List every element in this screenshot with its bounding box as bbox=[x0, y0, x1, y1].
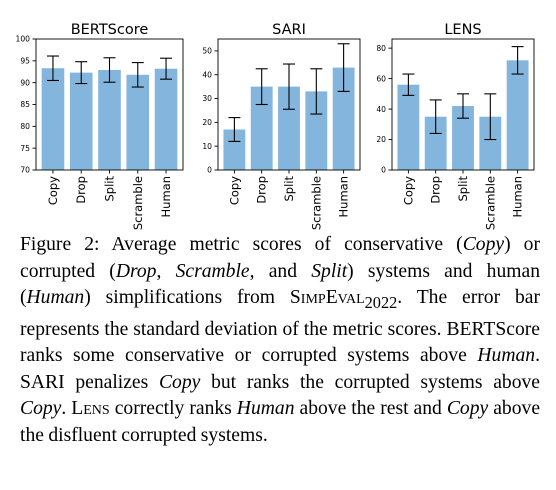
sari-y-tick-label: 0 bbox=[207, 166, 212, 175]
sari-bar bbox=[305, 91, 328, 170]
caption-text: . SARI penalizes bbox=[20, 345, 540, 393]
sari-bar bbox=[278, 86, 300, 170]
bertscore-panel: BERTScore 70 75 80 85 90 95 100 Copy Drop Split Scr… bbox=[16, 22, 184, 230]
lens-y-tick-label: 60 bbox=[376, 74, 386, 83]
caption-scramble: Scramble bbox=[175, 260, 250, 282]
lens-x-tick-label: Human bbox=[511, 176, 525, 217]
caption-text: . The error bar represents the standard … bbox=[20, 287, 540, 367]
caption-copy: Copy bbox=[158, 371, 201, 393]
bertscore-bar bbox=[69, 72, 93, 170]
bertscore-bar bbox=[98, 70, 121, 170]
caption-text: , and bbox=[249, 260, 312, 282]
lens-bar bbox=[506, 60, 529, 171]
bertscore-x-tick-label: Split bbox=[103, 176, 117, 202]
caption-copy: Copy bbox=[20, 398, 62, 420]
lens-x-tick-label: Scramble bbox=[483, 176, 497, 230]
lens-y-tick-label: 20 bbox=[376, 135, 386, 144]
bertscore-title: BERTScore bbox=[71, 22, 149, 38]
bertscore-bar bbox=[154, 68, 178, 170]
sari-x-tick-label: Scramble bbox=[309, 176, 323, 230]
caption-human: Human bbox=[26, 287, 85, 309]
bertscore-y-tick-label: 95 bbox=[20, 57, 30, 66]
lens-bar bbox=[424, 116, 447, 170]
bertscore-y-tick-label: 100 bbox=[16, 35, 31, 44]
sari-x-tick-label: Drop bbox=[255, 176, 269, 204]
caption-copy: Copy bbox=[446, 398, 489, 420]
sari-title: SARI bbox=[272, 22, 306, 38]
sari-y-tick-label: 40 bbox=[202, 70, 212, 79]
caption-text: correctly ranks bbox=[109, 398, 237, 420]
caption-text: above the rest and bbox=[294, 398, 447, 420]
lens-panel: LENS 0 20 40 60 80 Copy Drop Split Scramble Human bbox=[376, 22, 535, 230]
lens-x-tick-label: Split bbox=[456, 176, 470, 202]
caption-label: Figure 2: bbox=[20, 234, 100, 255]
caption-lens: Lens bbox=[71, 398, 110, 420]
lens-x-tick-label: Drop bbox=[429, 176, 443, 204]
caption-split: Split bbox=[311, 260, 348, 282]
bertscore-x-tick-label: Human bbox=[159, 176, 173, 217]
caption-text: Average metric scores of conservative ( bbox=[99, 234, 463, 255]
sari-y-tick-label: 30 bbox=[202, 94, 212, 103]
lens-title: LENS bbox=[444, 22, 481, 38]
bertscore-x-tick-label: Drop bbox=[74, 176, 88, 204]
caption-text: but ranks the corrupted systems above bbox=[200, 371, 540, 393]
caption-text: ) or corrupted ( bbox=[20, 234, 540, 282]
bertscore-bar bbox=[41, 68, 65, 170]
sari-bar bbox=[250, 86, 273, 170]
caption-text: ) systems and human ( bbox=[20, 260, 540, 309]
caption-human: Human bbox=[477, 345, 536, 367]
caption-copy: Copy bbox=[462, 234, 505, 255]
bertscore-y-tick-label: 75 bbox=[20, 144, 30, 153]
lens-y-tick-label: 80 bbox=[376, 44, 386, 53]
bertscore-x-tick-label: Scramble bbox=[131, 176, 145, 230]
sari-y-tick-label: 20 bbox=[202, 118, 212, 127]
bertscore-bar bbox=[126, 74, 150, 170]
caption-human: Human bbox=[236, 398, 295, 420]
figure-caption: Figure 2: Average metric scores of conse… bbox=[20, 232, 540, 450]
bertscore-y-tick-label: 70 bbox=[20, 166, 30, 175]
bertscore-x-tick-label: Copy bbox=[46, 176, 60, 205]
lens-x-tick-label: Copy bbox=[401, 176, 415, 205]
lens-y-tick-label: 40 bbox=[376, 105, 386, 114]
lens-bar bbox=[397, 84, 420, 170]
sari-y-tick-label: 10 bbox=[202, 142, 212, 151]
sari-panel: SARI 0 10 20 30 40 50 Copy Drop Split Scramble Huma… bbox=[202, 22, 361, 230]
caption-text: , bbox=[156, 260, 176, 282]
bertscore-y-tick-label: 90 bbox=[20, 78, 30, 87]
caption-text: above the disfluent corrupted systems. bbox=[20, 398, 541, 447]
sari-x-tick-label: Copy bbox=[227, 176, 241, 205]
sari-x-tick-label: Split bbox=[282, 176, 296, 202]
sari-x-tick-label: Human bbox=[337, 176, 351, 217]
lens-y-tick-label: 0 bbox=[381, 166, 386, 175]
sari-bar bbox=[223, 129, 246, 170]
caption-simpeval: SimpEval bbox=[289, 287, 365, 309]
sari-bar bbox=[332, 67, 355, 170]
sari-y-tick-label: 50 bbox=[202, 47, 212, 56]
caption-text: ) simplifications from bbox=[84, 287, 290, 309]
caption-text: . bbox=[61, 398, 72, 420]
caption-year: 2022 bbox=[364, 293, 398, 313]
caption-drop: Drop bbox=[115, 260, 157, 282]
lens-bar bbox=[479, 116, 502, 170]
bertscore-y-tick-label: 85 bbox=[20, 100, 30, 109]
lens-bar bbox=[452, 106, 474, 170]
bertscore-y-tick-label: 80 bbox=[20, 122, 30, 131]
